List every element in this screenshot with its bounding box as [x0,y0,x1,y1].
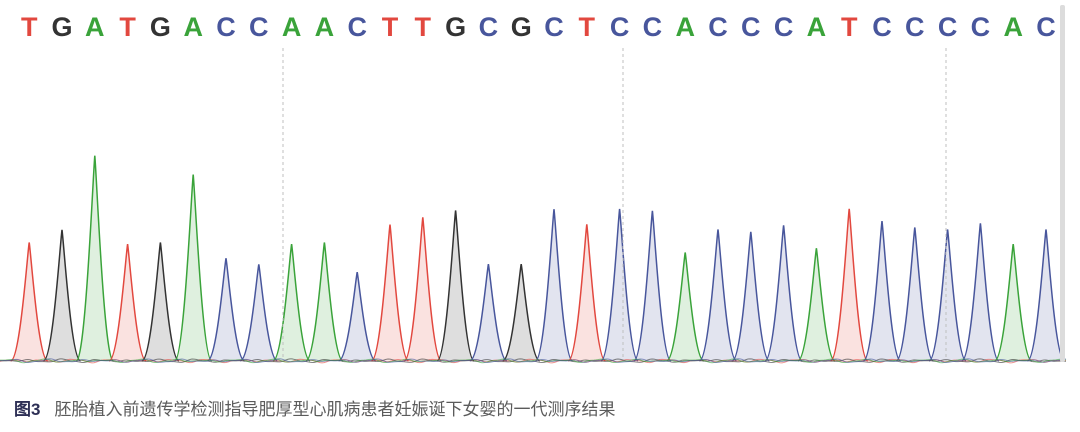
svg-text:A: A [807,12,827,42]
svg-text:A: A [315,12,335,42]
svg-text:G: G [511,12,532,42]
svg-text:T: T [579,12,596,42]
svg-text:C: C [971,12,991,42]
svg-text:C: C [708,12,728,42]
svg-text:C: C [741,12,761,42]
svg-text:A: A [1003,12,1023,42]
svg-text:T: T [415,12,432,42]
svg-text:C: C [479,12,499,42]
svg-text:C: C [905,12,925,42]
svg-text:A: A [85,12,105,42]
svg-text:T: T [21,12,38,42]
svg-text:C: C [643,12,663,42]
svg-text:C: C [1036,12,1056,42]
svg-text:C: C [249,12,269,42]
svg-text:T: T [841,12,858,42]
svg-text:G: G [51,12,72,42]
svg-text:T: T [119,12,136,42]
svg-text:C: C [872,12,892,42]
svg-text:G: G [150,12,171,42]
svg-text:C: C [610,12,630,42]
svg-text:A: A [183,12,203,42]
svg-text:C: C [544,12,564,42]
svg-text:C: C [216,12,236,42]
svg-text:C: C [774,12,794,42]
svg-text:G: G [445,12,466,42]
svg-text:T: T [382,12,399,42]
svg-text:A: A [282,12,302,42]
svg-text:A: A [675,12,695,42]
svg-text:C: C [347,12,367,42]
svg-text:C: C [938,12,958,42]
